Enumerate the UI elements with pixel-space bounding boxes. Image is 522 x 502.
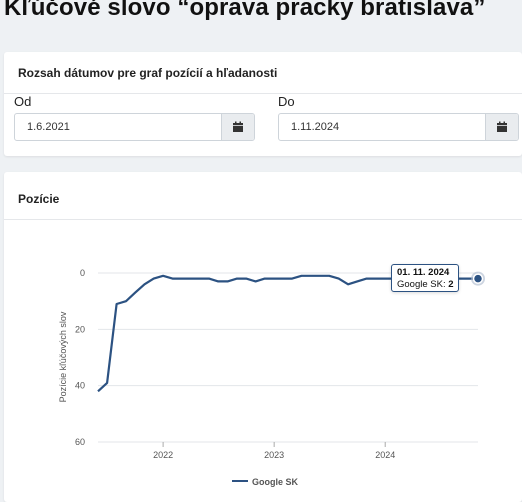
- to-calendar-button[interactable]: [485, 114, 518, 140]
- legend-label: Google SK: [252, 477, 299, 487]
- tooltip-series-name: Google SK:: [397, 279, 446, 290]
- to-date-field: [278, 113, 519, 141]
- page-title: Kľúčové slovo “oprava pracky bratislava”: [4, 0, 486, 21]
- to-date-input[interactable]: [279, 114, 518, 140]
- y-tick-label: 60: [75, 437, 85, 447]
- y-tick-label: 0: [80, 268, 85, 278]
- divider: [4, 93, 522, 94]
- tooltip-series: Google SK: 2: [397, 279, 458, 291]
- x-tick-label: 2024: [375, 450, 395, 460]
- from-calendar-button[interactable]: [221, 114, 254, 140]
- calendar-icon: [497, 121, 507, 132]
- date-range-card: Rozsah dátumov pre graf pozícií a hľadan…: [4, 52, 522, 156]
- data-point-last: [472, 273, 484, 284]
- series-line-google-sk: [97, 274, 478, 393]
- to-label: Do: [278, 94, 295, 109]
- from-date-input[interactable]: [15, 114, 254, 140]
- x-tick-label: 2023: [264, 450, 284, 460]
- tooltip-value: 2: [448, 279, 454, 290]
- from-date-field: [14, 113, 255, 141]
- divider: [4, 219, 522, 220]
- chart-tooltip: 01. 11. 2024 Google SK: 2: [391, 264, 459, 292]
- x-tick-label: 2022: [153, 450, 173, 460]
- calendar-icon: [233, 121, 243, 132]
- y-tick-label: 20: [75, 324, 85, 334]
- positions-card: Pozície: [4, 172, 522, 502]
- tooltip-date: 01. 11. 2024: [397, 267, 450, 278]
- date-range-header: Rozsah dátumov pre graf pozícií a hľadan…: [18, 66, 278, 80]
- from-label: Od: [14, 94, 32, 109]
- y-axis-label: Pozície kľúčových slov: [58, 311, 68, 402]
- y-tick-label: 40: [75, 381, 85, 391]
- positions-header: Pozície: [18, 192, 60, 206]
